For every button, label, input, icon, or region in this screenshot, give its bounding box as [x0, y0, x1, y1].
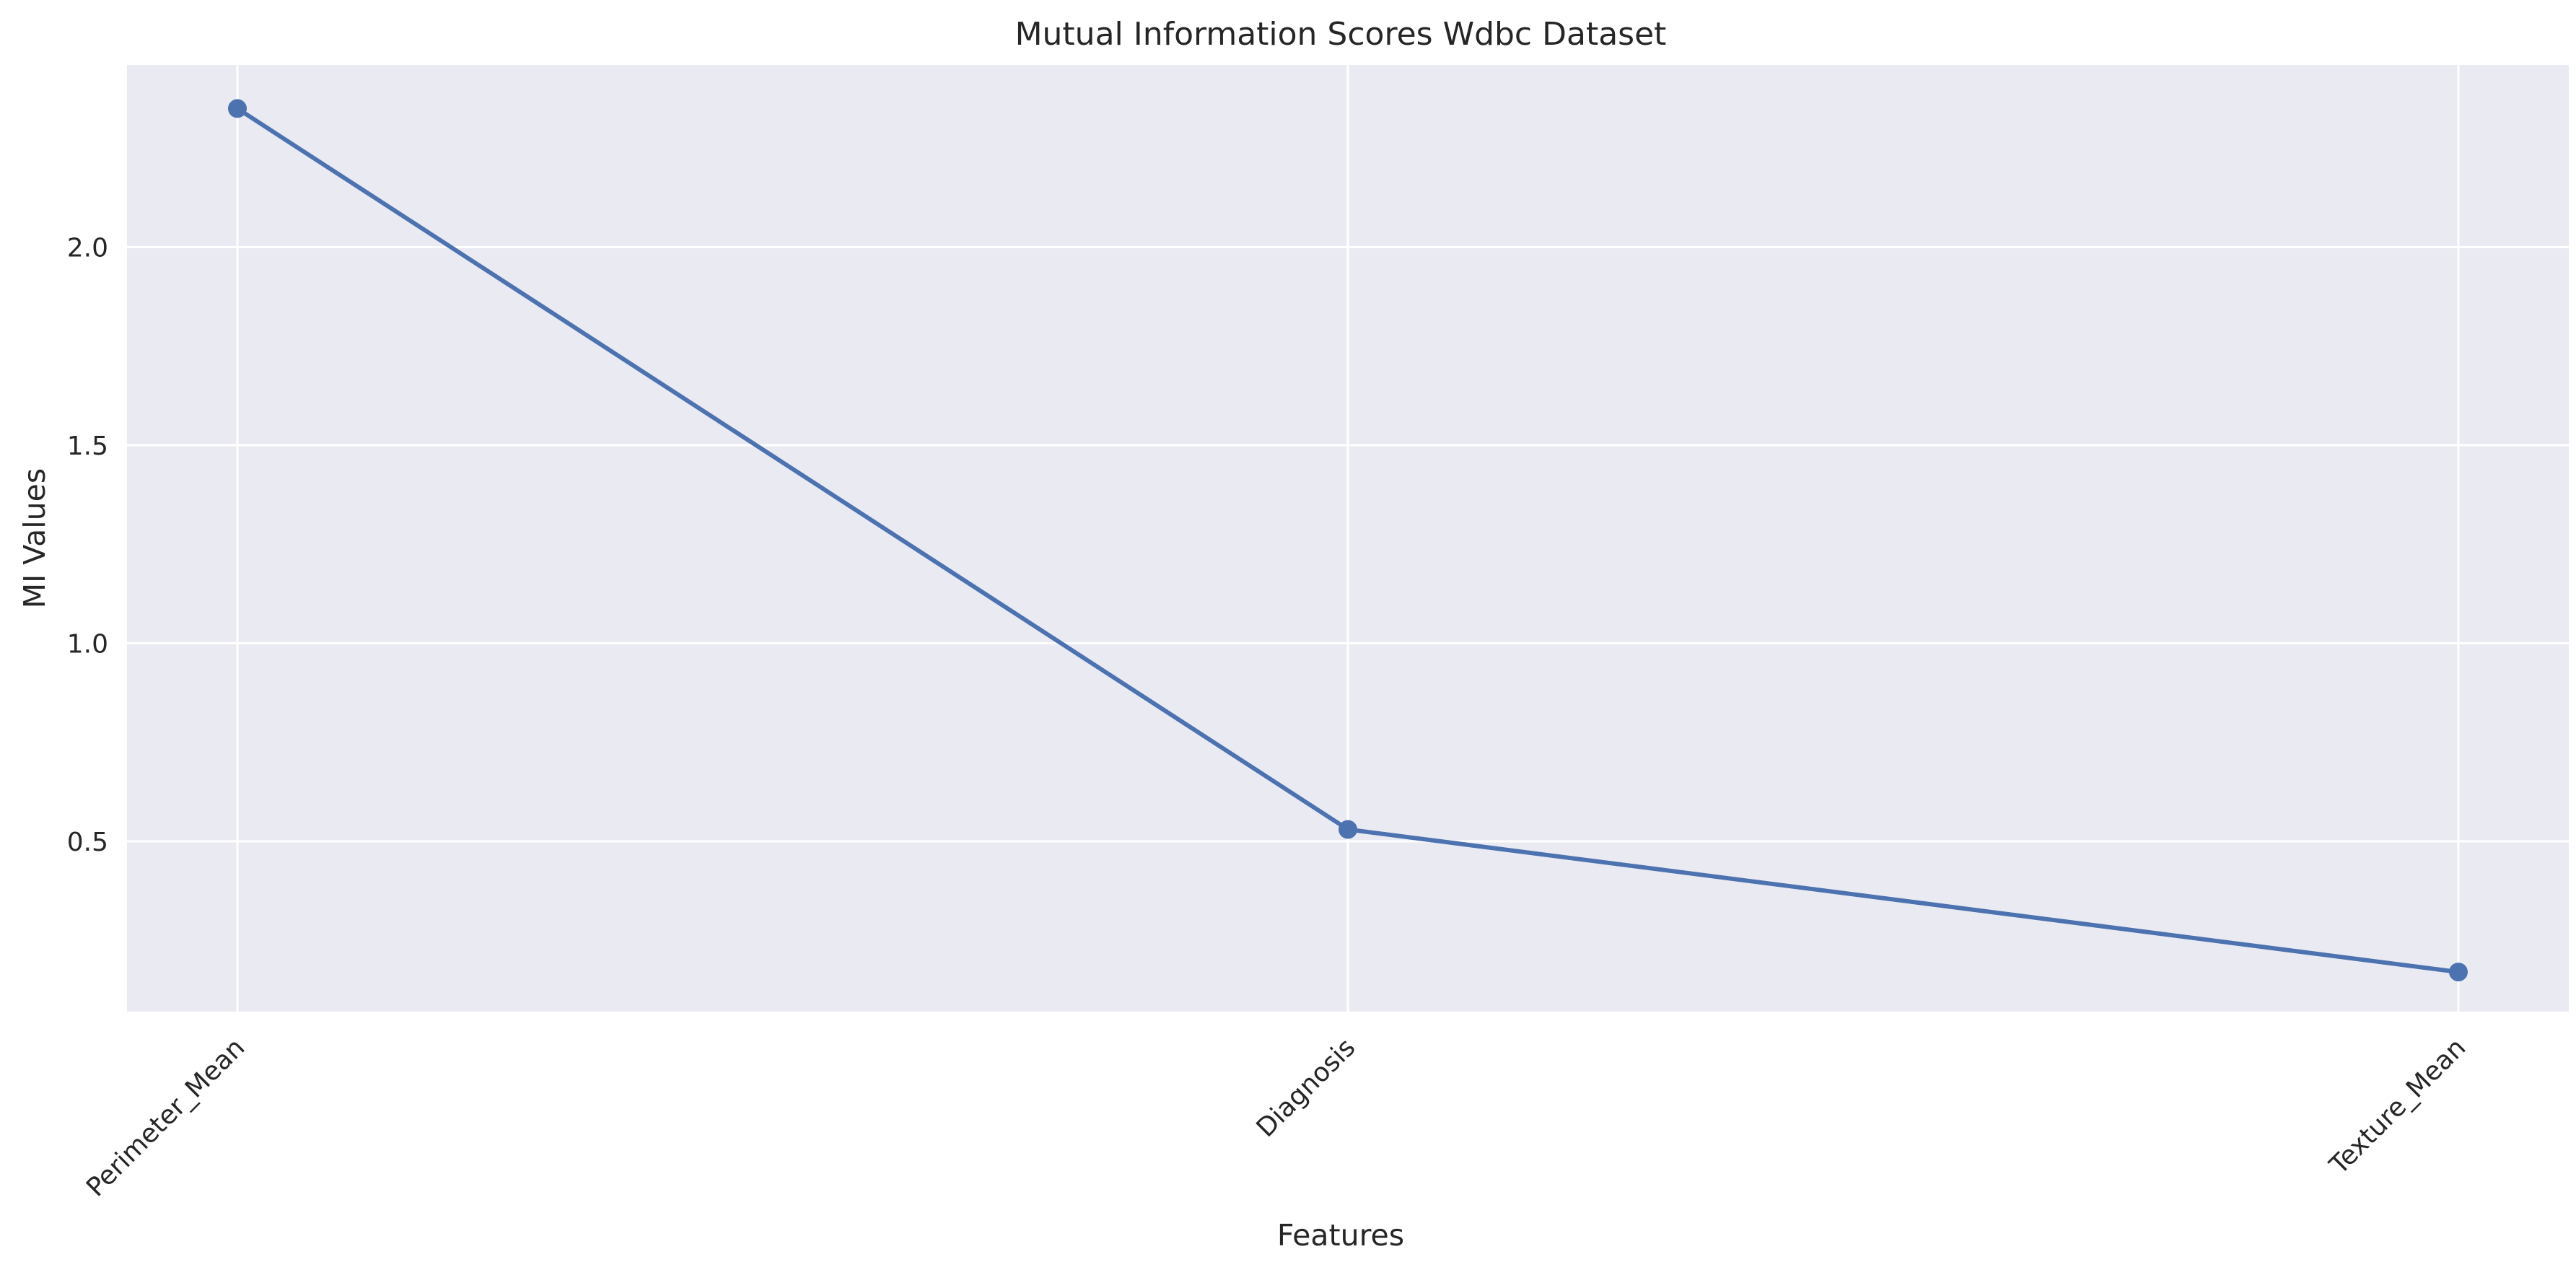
data-point — [228, 99, 247, 118]
data-point — [1339, 820, 1357, 839]
data-point — [2449, 963, 2468, 982]
y-tick-label: 1.5 — [67, 431, 108, 461]
x-tick-label: Texture_Mean — [2323, 1033, 2471, 1180]
series-layer — [228, 99, 2468, 982]
y-tick-label: 1.0 — [67, 629, 108, 659]
chart-title: Mutual Information Scores Wdbc Dataset — [1015, 16, 1667, 53]
y-tick-label: 0.5 — [67, 828, 108, 857]
y-axis-label: MI Values — [17, 468, 52, 608]
grid-lines — [127, 65, 2569, 1012]
x-tick-label: Perimeter_Mean — [81, 1033, 250, 1202]
x-tick-labels: Perimeter_Mean Diagnosis Texture_Mean — [81, 1033, 2471, 1202]
x-axis-label: Features — [1277, 1218, 1404, 1253]
y-tick-labels: 0.5 1.0 1.5 2.0 — [67, 234, 108, 857]
x-tick-label: Diagnosis — [1251, 1033, 1362, 1143]
y-tick-label: 2.0 — [67, 234, 108, 263]
